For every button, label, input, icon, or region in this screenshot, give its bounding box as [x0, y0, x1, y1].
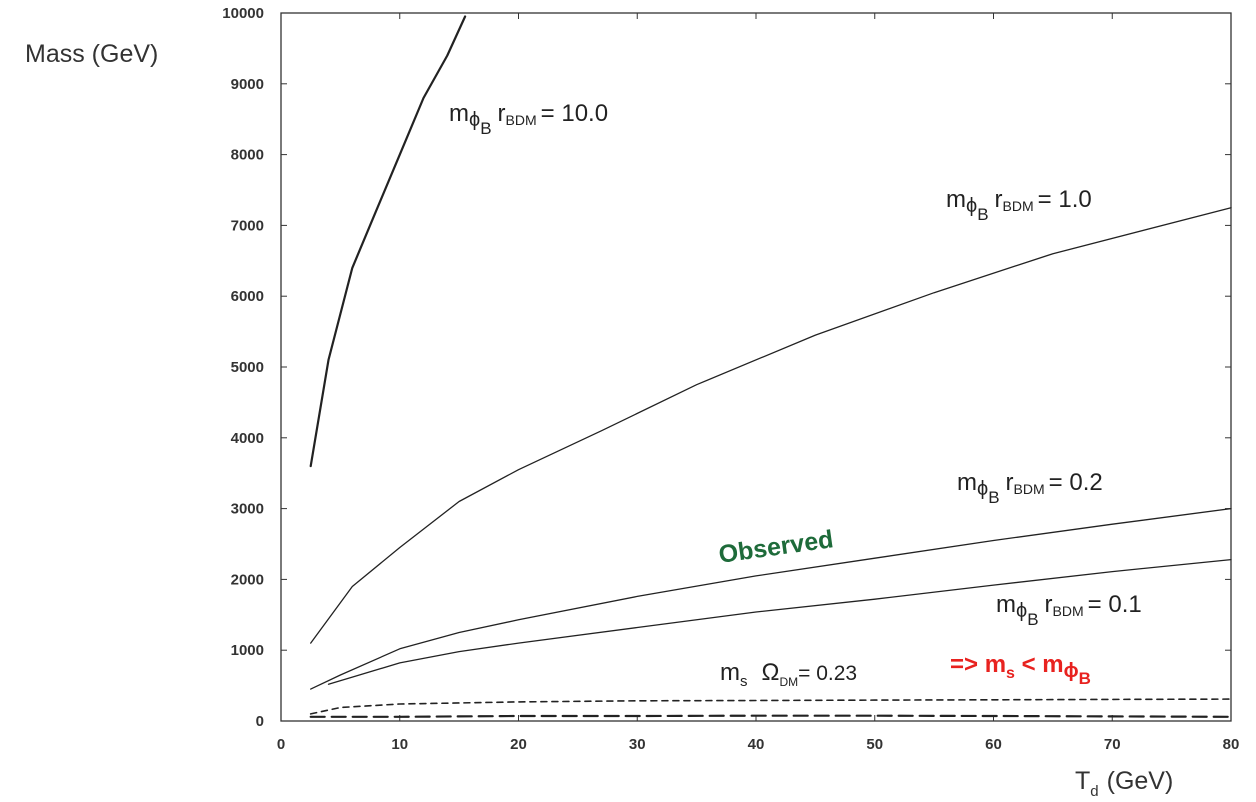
annotation-r01: mϕBrBDM = 0.1: [996, 591, 1142, 629]
relation-label: => ms < mϕB: [950, 651, 1091, 688]
series-line-2: [310, 507, 1232, 690]
x-tick-label: 10: [391, 736, 408, 753]
x-tick-label: 20: [510, 736, 527, 753]
x-tick-label: 80: [1223, 736, 1240, 753]
x-axis-title-sub: d: [1090, 783, 1098, 800]
x-tick-label: 70: [1104, 736, 1121, 753]
x-tick-label: 50: [866, 736, 883, 753]
annotation-r1: mϕBrBDM = 1.0: [946, 186, 1092, 224]
y-tick-label: 5000: [231, 359, 264, 376]
y-tick-label: 4000: [231, 430, 264, 447]
annotation-r10: mϕBrBDM = 10.0: [449, 100, 608, 138]
x-tick-label: 30: [629, 736, 646, 753]
annotation-r02: mϕBrBDM = 0.2: [957, 469, 1103, 507]
axis-ticks: 0 10 20 30 40 50 60 70 80 0 1000 2000 3000 4000 5000 60…: [222, 5, 1239, 753]
y-tick-label: 1000: [231, 642, 264, 659]
series-group: [309, 15, 1233, 718]
series-line-3: [327, 558, 1232, 685]
series-line-5: [309, 714, 1233, 718]
x-axis-title-main: T: [1075, 767, 1090, 795]
y-tick-label: 2000: [231, 571, 264, 588]
y-tick-label: 9000: [231, 76, 264, 93]
x-tick-label: 40: [748, 736, 765, 753]
x-axis-title-unit: (GeV): [1107, 767, 1174, 795]
series-line-0: [309, 15, 467, 468]
annotation-omega: ms ΩDM= 0.23: [720, 659, 857, 690]
y-tick-label: 8000: [231, 147, 264, 164]
y-tick-label: 6000: [231, 288, 264, 305]
y-axis-title: Mass (GeV): [25, 40, 158, 68]
y-tick-label: 10000: [222, 5, 264, 22]
observed-label: Observed: [717, 525, 835, 569]
x-tick-label: 60: [985, 736, 1002, 753]
series-line-1: [310, 207, 1232, 644]
y-tick-label: 7000: [231, 217, 264, 234]
x-axis-title: Td (GeV): [1075, 767, 1173, 800]
y-tick-label: 0: [256, 713, 264, 730]
y-tick-label: 3000: [231, 501, 264, 518]
x-tick-label: 0: [277, 736, 285, 753]
series-line-4: [309, 698, 1232, 715]
